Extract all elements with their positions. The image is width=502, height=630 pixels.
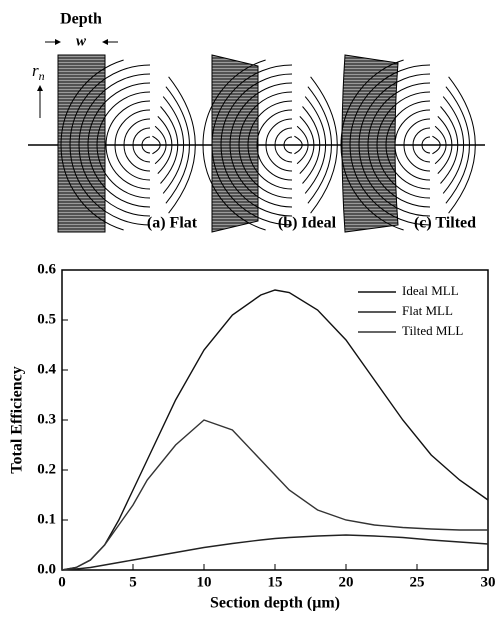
y-tick-label: 0.4 xyxy=(37,361,56,377)
x-axis-label: Section depth (μm) xyxy=(210,595,340,612)
y-tick-label: 0.0 xyxy=(37,561,56,577)
wavefront xyxy=(229,82,293,208)
wavefront xyxy=(114,109,151,181)
y-tick-label: 0.3 xyxy=(37,411,56,427)
x-tick-label: 5 xyxy=(129,574,137,590)
wavefront xyxy=(349,64,431,226)
panel-label: (a) Flat xyxy=(147,215,198,232)
series-line xyxy=(61,534,489,571)
wavefront xyxy=(403,118,431,172)
diagram xyxy=(28,39,485,233)
wavefront xyxy=(448,76,476,214)
radius-subscript: n xyxy=(39,69,45,83)
wavefront xyxy=(340,59,404,231)
y-tick-label: 0.2 xyxy=(37,461,56,477)
wavefront xyxy=(434,125,447,165)
wavefront xyxy=(394,109,431,181)
wavefront xyxy=(96,91,151,199)
wavefront xyxy=(445,86,470,204)
wavefront xyxy=(202,59,266,231)
x-tick-label: 30 xyxy=(481,574,496,590)
panel-label: (b) Ideal xyxy=(278,215,337,232)
wavefront xyxy=(299,116,315,174)
x-tick-label: 20 xyxy=(339,574,354,590)
wavefront xyxy=(421,136,431,154)
wavefront xyxy=(165,86,190,204)
wavefront xyxy=(141,136,151,154)
lens-ideal xyxy=(211,54,259,233)
chart: 0.0 0.1 0.2 0.3 0.4 0.5 0.6 0 5 10 15 20 25 30 Section… xyxy=(9,261,496,611)
legend-label: Tilted MLL xyxy=(402,323,463,338)
radius-r: r xyxy=(32,61,39,80)
wavefront xyxy=(376,91,431,199)
wavefront xyxy=(307,86,332,204)
depth-label: Depth xyxy=(60,11,102,28)
y-tick-label: 0.5 xyxy=(37,311,56,327)
wavefront xyxy=(69,64,151,226)
panel-label: (c) Tilted xyxy=(414,215,476,232)
wavefront xyxy=(274,127,293,163)
wavefront xyxy=(310,76,338,214)
legend-label: Flat MLL xyxy=(402,303,453,318)
wavefront xyxy=(294,135,303,155)
wavefront xyxy=(432,135,441,155)
wavefront xyxy=(256,109,293,181)
y-tick-label: 0.6 xyxy=(37,261,56,277)
wavefront xyxy=(105,100,151,190)
lens-tilted xyxy=(341,54,399,233)
wavefront xyxy=(87,82,151,208)
wavefront xyxy=(60,59,124,231)
wavefront xyxy=(162,96,184,194)
x-tick-label: 25 xyxy=(410,574,425,590)
x-tick-label: 15 xyxy=(268,574,283,590)
wavefront xyxy=(302,106,321,184)
wavefront xyxy=(247,100,293,190)
wavefront xyxy=(283,136,293,154)
width-symbol: w xyxy=(76,33,87,49)
legend-label: Ideal MLL xyxy=(402,283,459,298)
wavefront xyxy=(385,100,431,190)
wavefront xyxy=(304,96,326,194)
wavefront xyxy=(220,73,293,217)
wavefront xyxy=(168,76,196,214)
wavefront xyxy=(358,73,431,217)
wavefront xyxy=(152,135,161,155)
y-tick-label: 0.1 xyxy=(37,511,56,527)
wavefront xyxy=(265,118,293,172)
wavefront xyxy=(238,91,293,199)
wavefront xyxy=(123,118,151,172)
wavefront xyxy=(78,73,151,217)
wavefront xyxy=(160,106,179,184)
series-line xyxy=(61,419,488,571)
wavefront xyxy=(442,96,464,194)
x-tick-label: 0 xyxy=(58,574,66,590)
wavefront xyxy=(132,127,151,163)
wavefront xyxy=(296,125,309,165)
wavefront xyxy=(211,64,293,226)
wavefront xyxy=(367,82,431,208)
wavefronts xyxy=(60,59,476,231)
radius-symbol: rn xyxy=(32,61,45,83)
x-tick-label: 10 xyxy=(197,574,212,590)
wavefront xyxy=(154,125,167,165)
y-axis-label: Total Efficiency xyxy=(9,366,26,473)
wavefront xyxy=(440,106,459,184)
wavefront xyxy=(412,127,431,163)
wavefront xyxy=(157,116,173,174)
wavefront xyxy=(437,116,453,174)
